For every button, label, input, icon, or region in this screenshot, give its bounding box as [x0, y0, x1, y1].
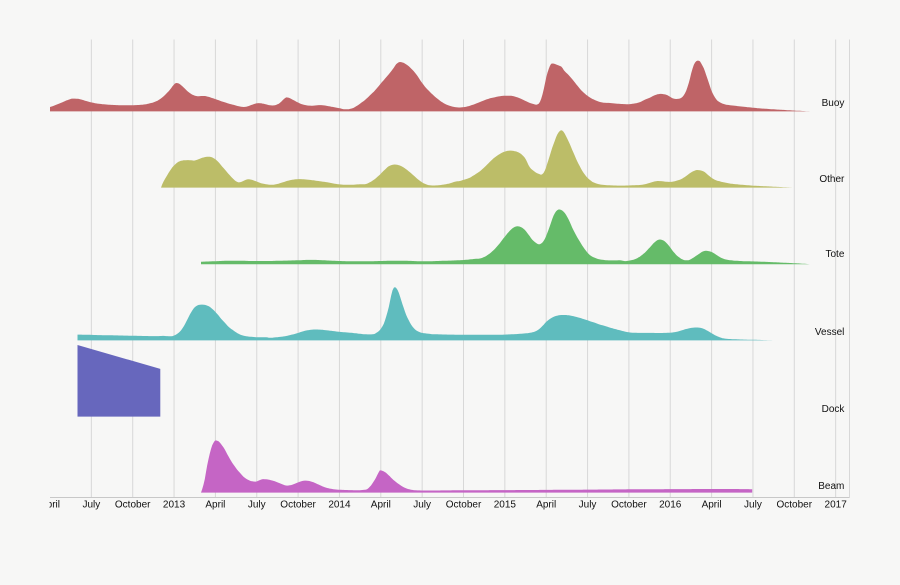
svg-text:Dock: Dock — [822, 404, 846, 415]
svg-text:April: April — [205, 500, 225, 511]
svg-text:July: July — [579, 500, 597, 511]
svg-text:July: July — [744, 500, 762, 511]
svg-text:Buoy: Buoy — [822, 98, 845, 109]
svg-text:October: October — [611, 500, 647, 511]
svg-text:July: July — [82, 500, 100, 511]
svg-text:2014: 2014 — [328, 500, 351, 511]
svg-text:Tote: Tote — [825, 249, 844, 260]
svg-text:2013: 2013 — [163, 500, 186, 511]
svg-text:July: July — [248, 500, 266, 511]
svg-text:2017: 2017 — [825, 500, 848, 511]
svg-text:April: April — [536, 500, 556, 511]
svg-text:2016: 2016 — [659, 500, 682, 511]
svg-text:Beam: Beam — [818, 481, 844, 492]
svg-text:April: April — [40, 500, 60, 511]
svg-text:2015: 2015 — [494, 500, 517, 511]
svg-text:October: October — [115, 500, 151, 511]
svg-text:Vessel: Vessel — [815, 327, 844, 338]
svg-text:April: April — [702, 500, 722, 511]
svg-text:October: October — [446, 500, 482, 511]
svg-text:October: October — [280, 500, 316, 511]
svg-text:April: April — [371, 500, 391, 511]
svg-text:Other: Other — [819, 174, 845, 185]
svg-text:October: October — [777, 500, 813, 511]
svg-text:July: July — [413, 500, 431, 511]
